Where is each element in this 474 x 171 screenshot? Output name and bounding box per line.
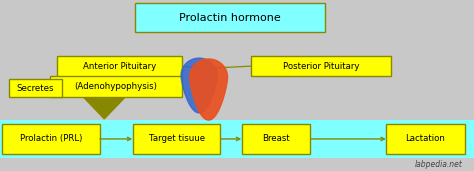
Text: Lactation: Lactation [405, 134, 446, 143]
FancyBboxPatch shape [386, 124, 465, 154]
FancyBboxPatch shape [9, 79, 62, 97]
Text: labpedia.net: labpedia.net [414, 160, 462, 169]
Text: Prolactin (PRL): Prolactin (PRL) [20, 134, 82, 143]
Text: Anterior Pituitary: Anterior Pituitary [83, 62, 156, 71]
Text: (Adenohypophysis): (Adenohypophysis) [75, 82, 157, 91]
Text: Secretes: Secretes [17, 84, 55, 93]
FancyBboxPatch shape [2, 124, 100, 154]
Text: Prolactin hormone: Prolactin hormone [179, 13, 281, 23]
Polygon shape [83, 97, 126, 119]
FancyBboxPatch shape [133, 124, 220, 154]
FancyBboxPatch shape [57, 56, 182, 77]
Text: Posterior Pituitary: Posterior Pituitary [283, 62, 359, 70]
FancyBboxPatch shape [50, 76, 182, 97]
FancyBboxPatch shape [251, 56, 391, 76]
FancyBboxPatch shape [135, 3, 325, 32]
Text: Breast: Breast [262, 134, 290, 143]
FancyBboxPatch shape [242, 124, 310, 154]
FancyBboxPatch shape [0, 120, 474, 158]
Polygon shape [190, 59, 228, 120]
Polygon shape [181, 58, 217, 113]
Text: Target tisuue: Target tisuue [148, 134, 205, 143]
